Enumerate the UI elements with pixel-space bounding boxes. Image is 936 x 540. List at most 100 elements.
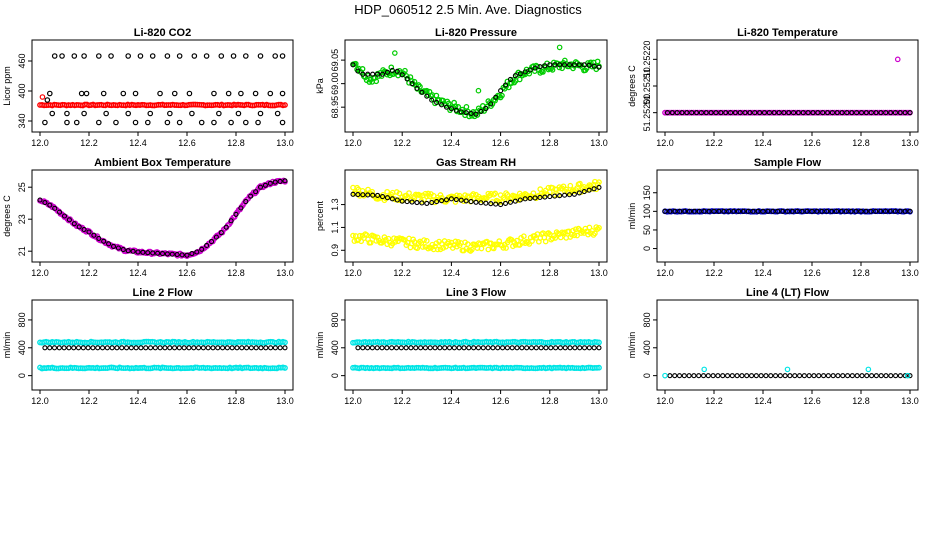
plot-frame xyxy=(344,299,608,391)
x-tick-label: 12.4 xyxy=(129,396,147,406)
point xyxy=(893,373,899,379)
x-tick-label: 12.4 xyxy=(754,396,772,406)
point xyxy=(101,238,107,244)
panel-title: Sample Flow xyxy=(754,157,822,169)
point xyxy=(700,373,707,379)
point xyxy=(100,90,107,97)
point xyxy=(350,62,356,68)
point xyxy=(528,345,535,351)
point xyxy=(691,373,697,379)
point xyxy=(495,345,501,351)
point xyxy=(392,50,398,56)
point xyxy=(86,229,92,235)
point xyxy=(243,53,249,59)
point xyxy=(684,110,690,116)
y-axis-label: percent xyxy=(315,200,325,231)
point xyxy=(592,230,598,237)
y-tick-label: 51.25200 xyxy=(642,94,652,132)
y-axis-label: ml/min xyxy=(627,203,637,230)
point xyxy=(557,345,563,351)
point xyxy=(515,197,522,204)
point xyxy=(574,232,580,239)
point xyxy=(729,373,735,379)
x-tick-label: 12.4 xyxy=(754,138,772,148)
point xyxy=(205,345,211,351)
point xyxy=(434,199,440,205)
point xyxy=(359,66,366,72)
point xyxy=(905,109,911,116)
point xyxy=(750,208,756,214)
point xyxy=(75,345,82,351)
point xyxy=(164,53,171,59)
point xyxy=(878,110,884,116)
x-tick-label: 12.0 xyxy=(344,138,362,148)
point xyxy=(726,208,732,214)
point xyxy=(882,208,889,214)
point xyxy=(907,110,913,116)
point xyxy=(56,345,62,351)
point xyxy=(159,251,166,257)
point xyxy=(191,345,197,351)
point xyxy=(777,373,783,379)
point xyxy=(176,345,182,351)
point xyxy=(596,224,602,231)
point xyxy=(429,199,435,206)
point xyxy=(664,110,671,116)
point xyxy=(537,186,544,192)
point xyxy=(830,373,836,379)
point xyxy=(145,119,151,126)
y-tick-label: 23 xyxy=(17,214,27,224)
point xyxy=(849,373,855,379)
point xyxy=(434,246,441,253)
point xyxy=(596,179,602,185)
point xyxy=(873,373,879,379)
point xyxy=(64,119,70,126)
point xyxy=(667,373,673,379)
point xyxy=(585,231,591,238)
point xyxy=(853,208,859,214)
point xyxy=(596,64,602,70)
x-tick-label: 12.8 xyxy=(227,268,245,278)
point xyxy=(797,373,803,379)
point xyxy=(103,110,109,117)
point xyxy=(698,110,704,116)
point xyxy=(869,373,875,379)
y-tick-label: 51.25220 xyxy=(642,41,652,79)
x-tick-label: 12.0 xyxy=(31,268,49,278)
y-tick-label: 150 xyxy=(642,185,652,200)
point xyxy=(469,246,475,253)
point xyxy=(761,110,768,116)
point xyxy=(439,198,445,204)
y-tick-label: 0.9 xyxy=(330,244,340,257)
series-yellow-hi xyxy=(350,178,602,206)
point xyxy=(720,373,726,379)
series-black xyxy=(667,373,913,379)
point xyxy=(744,373,750,379)
point xyxy=(49,110,56,117)
point xyxy=(352,60,359,67)
panel-title: Li-820 Temperature xyxy=(737,27,838,39)
point xyxy=(402,67,408,74)
point xyxy=(804,208,810,214)
point xyxy=(686,208,693,214)
point xyxy=(230,53,237,59)
point xyxy=(130,248,136,254)
point xyxy=(780,208,786,214)
point xyxy=(419,244,426,250)
point xyxy=(218,53,225,59)
point xyxy=(439,102,445,108)
point xyxy=(757,110,763,116)
point xyxy=(557,193,563,199)
point xyxy=(389,345,395,351)
point xyxy=(128,345,134,351)
point xyxy=(786,110,792,116)
point xyxy=(389,67,395,74)
point xyxy=(52,205,58,211)
point xyxy=(64,110,70,117)
series-low1 xyxy=(49,110,281,117)
point xyxy=(375,71,381,77)
point xyxy=(705,373,711,379)
x-tick-label: 12.8 xyxy=(852,396,870,406)
x-tick-label: 12.8 xyxy=(541,396,559,406)
point xyxy=(119,345,125,351)
